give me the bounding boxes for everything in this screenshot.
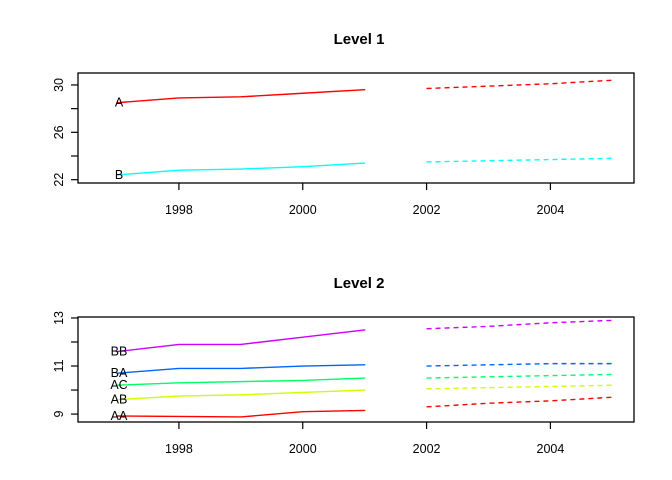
series-line-forecast-B [426,157,613,163]
series-line-forecast-AA [426,396,613,408]
panel-title: Level 2 [334,275,385,292]
series-line-forecast-A [426,79,613,90]
series-line-actual-BA [116,364,366,374]
series-label-AC: AC [110,378,127,392]
series-line-actual-A [116,88,366,104]
x-tick-label: 2002 [413,203,441,217]
series-line-forecast-BB [426,319,613,330]
series-line-forecast-AC [426,373,613,379]
series-label-A: A [115,96,124,110]
series-line-actual-AB [116,389,366,401]
series-label-B: B [115,168,123,182]
y-tick-label: 9 [52,411,66,418]
series-line-actual-AA [116,409,366,418]
x-tick-label: 2004 [537,442,565,456]
x-tick-label: 2004 [537,203,565,217]
series-line-forecast-AB [426,384,613,390]
x-tick-label: 2000 [289,442,317,456]
y-tick-label: 30 [52,78,66,92]
series-label-AB: AB [111,393,128,407]
panel-title: Level 1 [334,31,385,48]
series-line-actual-B [116,162,366,176]
x-tick-label: 2000 [289,203,317,217]
series-label-BA: BA [111,366,128,380]
y-tick-label: 13 [52,311,66,325]
plot-box [77,316,635,423]
series-label-BB: BB [111,345,128,359]
x-tick-label: 2002 [413,442,441,456]
y-tick-label: 22 [52,173,66,187]
series-line-actual-BB [116,329,366,353]
series-label-AA: AA [111,409,128,423]
plot-box [77,72,635,184]
series-line-actual-AC [116,377,366,386]
series-line-forecast-BA [426,362,613,367]
panel-level-1: Level 1 22 26 30 1998 2000 2002 2004 A B [52,31,635,217]
x-tick-label: 1998 [165,442,193,456]
y-tick-label: 11 [52,359,66,372]
x-tick-label: 1998 [165,203,193,217]
y-tick-label: 26 [52,125,66,139]
